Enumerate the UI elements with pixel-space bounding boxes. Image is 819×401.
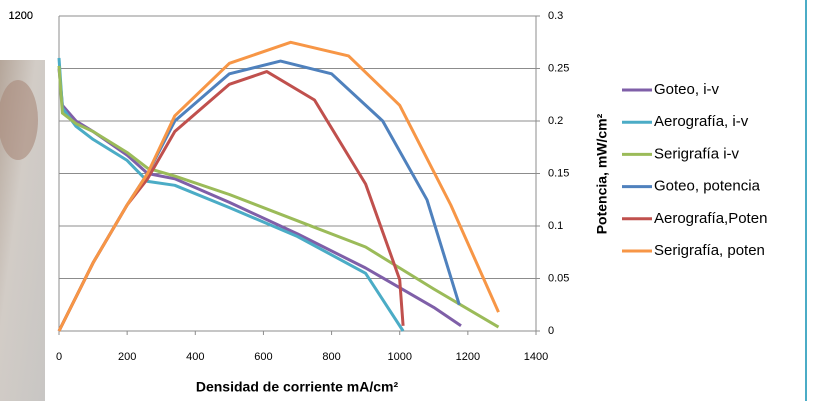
legend-label: Aerografía, i-v: [654, 113, 749, 130]
y2-tick-label: 0.25: [548, 62, 569, 74]
photo-detail: [0, 80, 38, 160]
legend-label: Serigrafía i-v: [654, 145, 740, 162]
x-tick-label: 1000: [387, 351, 411, 363]
legend-label: Goteo, potencia: [654, 178, 761, 195]
legend-label: Aerografía,Poten: [654, 210, 767, 227]
x-tick-label: 0: [56, 351, 62, 363]
y-tick-label: 1200: [9, 10, 33, 22]
legend-label: Serigrafía, poten: [654, 242, 765, 259]
y-tick-label: 1200: [9, 10, 33, 22]
y2-axis-label: Potencia, mW/cm²: [594, 113, 610, 234]
series-line: [57, 65, 500, 329]
x-tick-label: 200: [118, 351, 136, 363]
y2-tick-label: 0.2: [548, 115, 563, 127]
y2-tick-label: 0.3: [548, 10, 563, 22]
y2-tick-label: 0.05: [548, 272, 569, 284]
x-axis-label: Densidad de corriente mA/cm²: [196, 379, 399, 395]
legend-label: Goteo, i-v: [654, 81, 720, 98]
y2-tick-label: 0.1: [548, 220, 563, 232]
series-line: [57, 68, 462, 328]
x-tick-label: 1200: [456, 351, 480, 363]
x-tick-label: 800: [322, 351, 340, 363]
plot-layer: 0200400600800100012000200400600800100012…: [0, 10, 767, 401]
series-line: [57, 40, 500, 332]
x-tick-label: 1400: [524, 351, 548, 363]
x-tick-label: 400: [186, 351, 204, 363]
y2-tick-label: 0.15: [548, 167, 569, 179]
y2-tick-label: 0: [548, 325, 554, 337]
x-tick-label: 600: [254, 351, 272, 363]
